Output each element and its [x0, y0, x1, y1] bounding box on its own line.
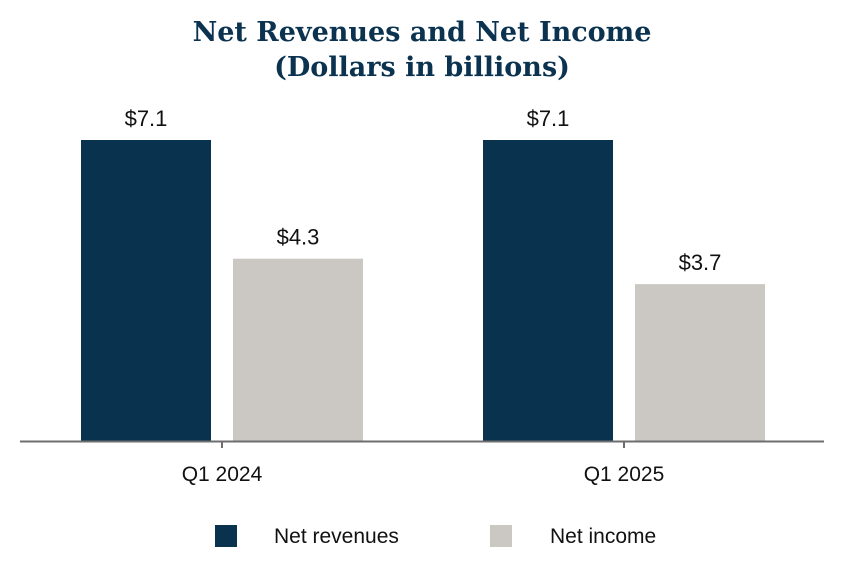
value-label-net-revenues-q1-2024: $7.1: [125, 106, 168, 131]
chart-subtitle: (Dollars in billions): [274, 52, 570, 83]
chart-title: Net Revenues and Net Income: [193, 17, 652, 48]
x-tick-label-q1-2024: Q1 2024: [182, 463, 263, 486]
legend-label-net-income: Net income: [550, 525, 656, 548]
value-label-net-income-q1-2025: $3.7: [679, 250, 722, 275]
x-axis-ticks: Q1 2024 Q1 2025: [182, 441, 665, 486]
legend: Net revenues Net income: [215, 525, 656, 548]
legend-swatch-net-income: [490, 525, 512, 547]
bars-layer: [81, 140, 765, 441]
legend-label-net-revenues: Net revenues: [274, 525, 399, 548]
legend-swatch-net-revenues: [215, 525, 237, 547]
bar-net-revenues-q1-2025: [483, 140, 613, 441]
bar-net-revenues-q1-2024: [81, 140, 211, 441]
value-label-net-income-q1-2024: $4.3: [277, 225, 320, 250]
x-tick-label-q1-2025: Q1 2025: [584, 463, 665, 486]
value-labels-layer: $7.1 $4.3 $7.1 $3.7: [125, 106, 722, 275]
bar-net-income-q1-2025: [635, 284, 765, 441]
value-label-net-revenues-q1-2025: $7.1: [527, 106, 570, 131]
bar-net-income-q1-2024: [233, 258, 363, 441]
